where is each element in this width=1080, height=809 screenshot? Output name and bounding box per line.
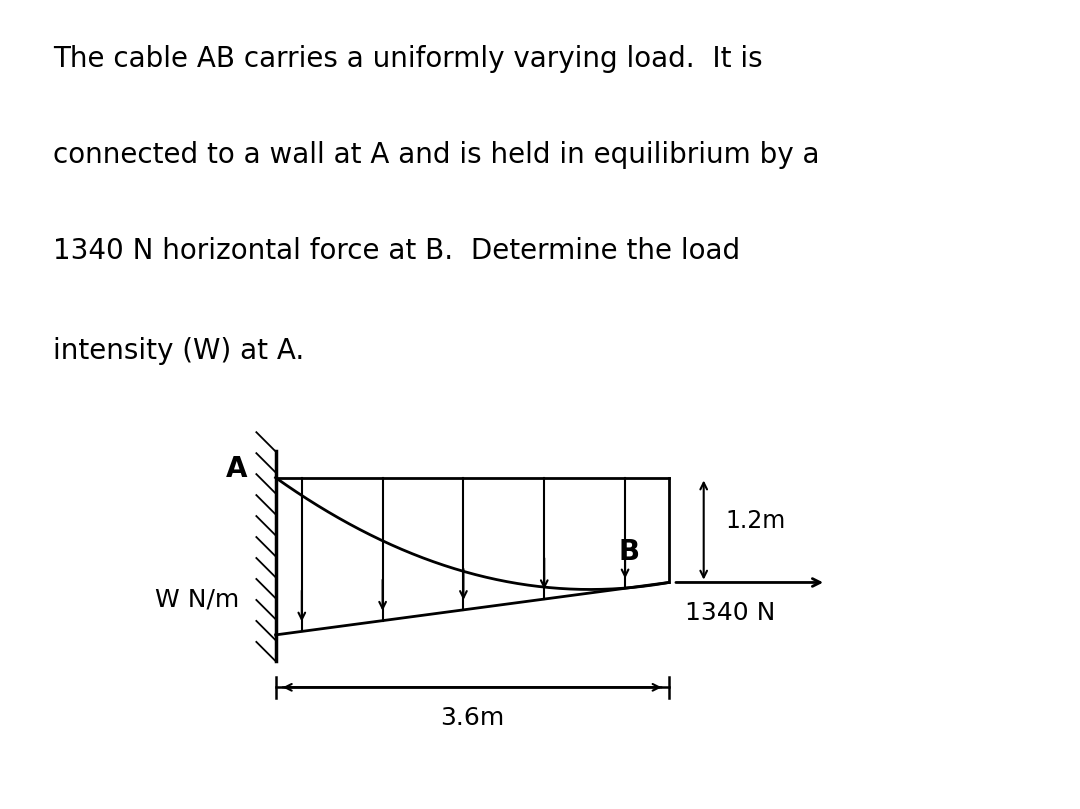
- Text: 3.6m: 3.6m: [440, 706, 504, 730]
- Text: intensity (W) at A.: intensity (W) at A.: [53, 337, 305, 365]
- Text: W N/m: W N/m: [154, 588, 239, 612]
- Text: 1340 N horizontal force at B.  Determine the load: 1340 N horizontal force at B. Determine …: [53, 237, 740, 265]
- Text: 1.2m: 1.2m: [726, 510, 786, 533]
- Text: B: B: [619, 538, 640, 566]
- Text: connected to a wall at A and is held in equilibrium by a: connected to a wall at A and is held in …: [53, 141, 820, 169]
- Text: The cable AB carries a uniformly varying load.  It is: The cable AB carries a uniformly varying…: [53, 44, 762, 73]
- Text: 1340 N: 1340 N: [685, 601, 775, 625]
- Text: A: A: [226, 455, 247, 483]
